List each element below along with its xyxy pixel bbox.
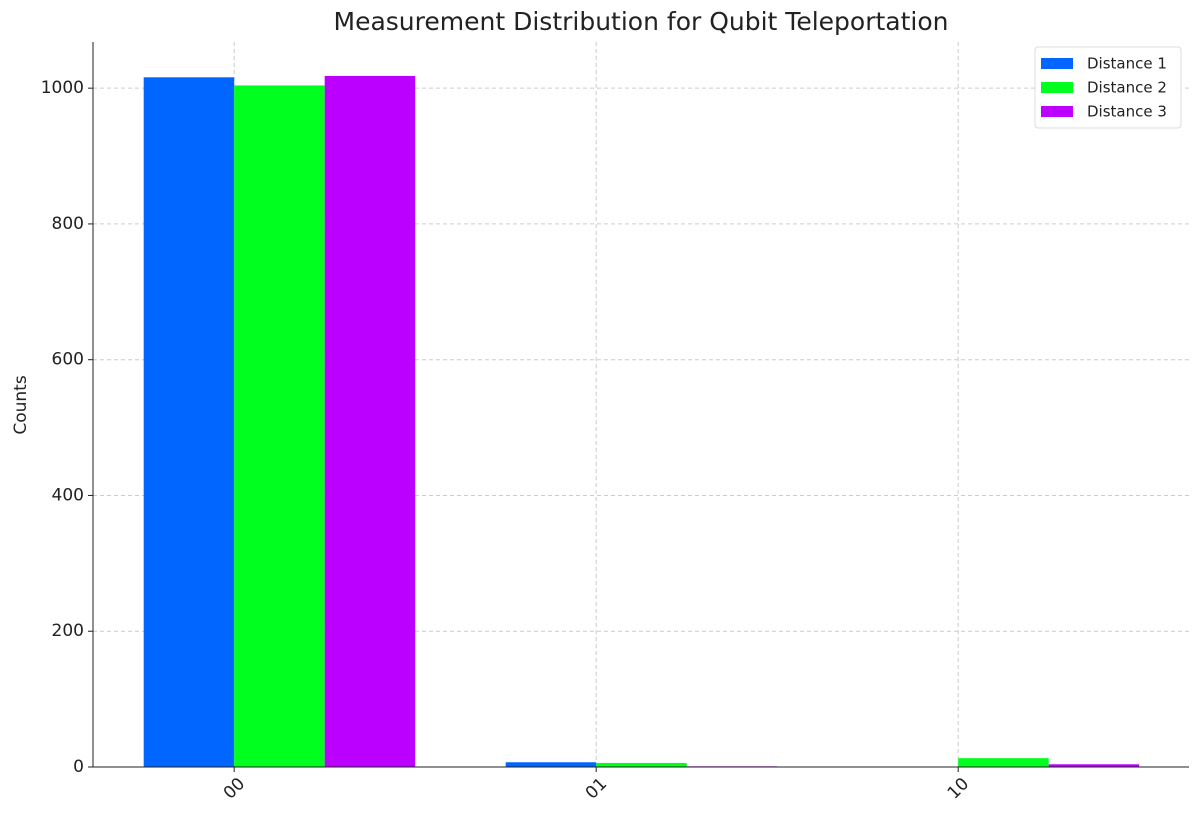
legend-swatch xyxy=(1041,106,1073,117)
bar xyxy=(1048,764,1140,767)
bar xyxy=(958,758,1049,767)
y-tick-label: 1000 xyxy=(41,78,84,98)
legend-swatch xyxy=(1041,58,1073,69)
bar xyxy=(596,762,687,767)
bar xyxy=(324,75,416,767)
y-axis-label: Counts xyxy=(11,375,31,434)
y-tick-label: 200 xyxy=(52,621,84,641)
x-tick-label: 01 xyxy=(582,774,611,803)
y-tick-label: 800 xyxy=(52,214,84,234)
y-tick-label: 400 xyxy=(52,485,84,505)
legend-label: Distance 2 xyxy=(1087,79,1167,97)
y-tick-label: 600 xyxy=(52,350,84,370)
legend-swatch xyxy=(1041,82,1073,93)
bar xyxy=(143,77,235,768)
legend-label: Distance 1 xyxy=(1087,55,1167,73)
bar xyxy=(505,762,597,767)
bar xyxy=(234,85,325,768)
x-tick-label: 00 xyxy=(220,774,249,803)
x-tick-label: 10 xyxy=(944,774,973,803)
y-tick-label: 0 xyxy=(73,757,84,777)
chart-title: Measurement Distribution for Qubit Telep… xyxy=(334,7,949,36)
legend-label: Distance 3 xyxy=(1087,103,1167,121)
